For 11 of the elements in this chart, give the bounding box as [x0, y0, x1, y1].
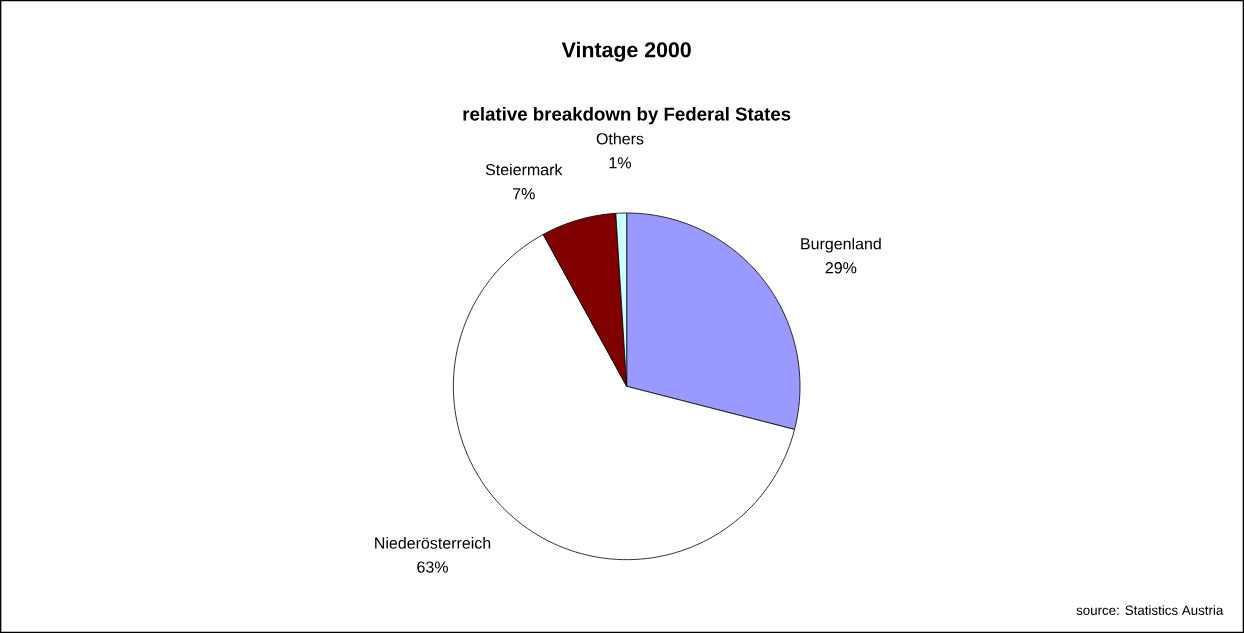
chart-title: Vintage 2000: [561, 41, 691, 62]
slice-label: Niederösterreich: [375, 537, 491, 549]
data-label: 29%: [825, 262, 857, 274]
data-label: 1%: [609, 157, 631, 169]
data-label: 7%: [513, 188, 535, 200]
slice-label: Others: [596, 132, 644, 145]
data-label: 63%: [417, 561, 448, 573]
slice-label: Steiermark: [485, 163, 563, 176]
slice-label: Burgenland: [801, 237, 881, 253]
chart-subtitle: relative breakdown by Federal States: [463, 106, 791, 125]
source-note: source: Statistics Austria: [1076, 605, 1224, 615]
